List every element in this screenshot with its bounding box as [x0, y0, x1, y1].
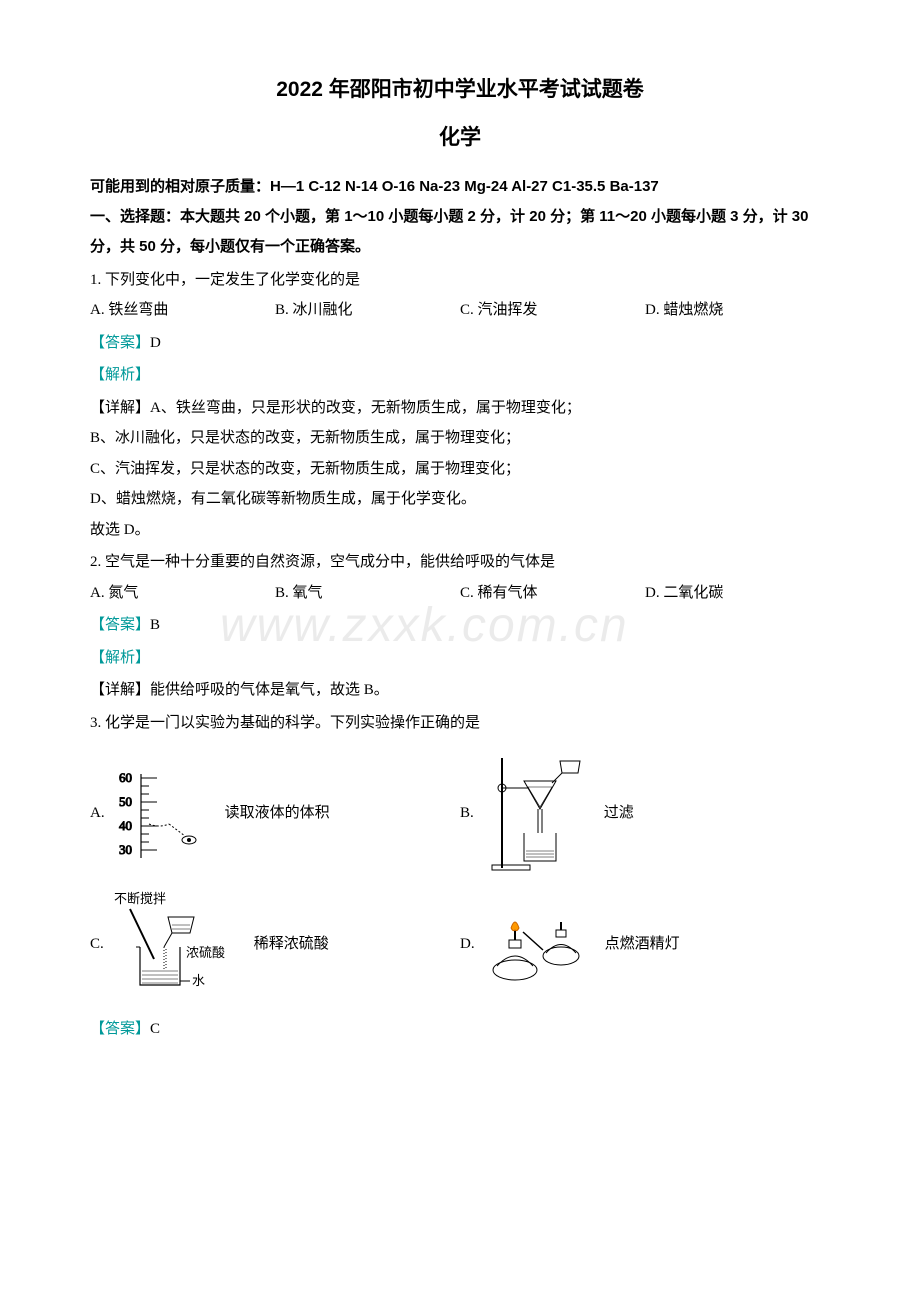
q2-answer-label: 【答案】: [90, 617, 150, 633]
q3-a-label: A.: [90, 799, 105, 828]
svg-text:30: 30: [119, 842, 132, 857]
q3-answer: 【答案】C: [90, 1015, 830, 1044]
q3-c-label: C.: [90, 930, 104, 959]
q3-answer-value: C: [150, 1021, 160, 1037]
q2-options: A. 氮气 B. 氧气 C. 稀有气体 D. 二氧化碳: [90, 579, 830, 608]
q3-answer-label: 【答案】: [90, 1021, 150, 1037]
svg-text:40: 40: [119, 818, 132, 833]
subject-title: 化学: [90, 118, 830, 158]
q1-detail: 【详解】A、铁丝弯曲，只是形状的改变，无新物质生成，属于物理变化；: [90, 394, 830, 423]
q3-b-caption: 过滤: [604, 799, 634, 828]
q1-detail-3: D、蜡烛燃烧，有二氧化碳等新物质生成，属于化学变化。: [90, 485, 830, 514]
q3-b-label: B.: [460, 799, 474, 828]
q3-row-1: A. 60 50 40 30: [90, 753, 830, 873]
q3-cell-b: B. 过滤: [460, 753, 830, 873]
q3-cell-a: A. 60 50 40 30: [90, 766, 460, 861]
main-title: 2022 年邵阳市初中学业水平考试试题卷: [90, 70, 830, 110]
atomic-mass-line: 可能用到的相对原子质量：H—1 C-12 N-14 O-16 Na-23 Mg-…: [90, 172, 830, 202]
q3-d-caption: 点燃酒精灯: [605, 930, 680, 959]
svg-text:浓硫酸: 浓硫酸: [186, 945, 225, 960]
svg-text:60: 60: [119, 770, 132, 785]
q1-options: A. 铁丝弯曲 B. 冰川融化 C. 汽油挥发 D. 蜡烛燃烧: [90, 296, 830, 325]
light-lamp-icon: [483, 902, 593, 987]
q2-detail-label: 【详解】: [90, 682, 150, 698]
q2-num: 2.: [90, 554, 101, 570]
q1-text: 下列变化中，一定发生了化学变化的是: [105, 272, 360, 288]
question-3: 3. 化学是一门以实验为基础的科学。下列实验操作正确的是: [90, 709, 830, 738]
q1-detail-2: C、汽油挥发，只是状态的改变，无新物质生成，属于物理变化；: [90, 455, 830, 484]
question-1: 1. 下列变化中，一定发生了化学变化的是: [90, 266, 830, 295]
cylinder-reading-icon: 60 50 40 30: [113, 766, 213, 861]
q3-num: 3.: [90, 715, 101, 731]
q3-a-caption: 读取液体的体积: [225, 799, 330, 828]
q1-detail-0: A、铁丝弯曲，只是形状的改变，无新物质生成，属于物理变化；: [150, 400, 581, 416]
q1-opt-a: A. 铁丝弯曲: [90, 296, 275, 325]
dilute-acid-icon: 不断搅拌 浓硫酸 水: [112, 889, 242, 999]
q1-detail-4: 故选 D。: [90, 516, 830, 545]
q2-analysis-label: 【解析】: [90, 644, 830, 673]
q3-d-label: D.: [460, 930, 475, 959]
q1-opt-b: B. 冰川融化: [275, 296, 460, 325]
q2-opt-c: C. 稀有气体: [460, 579, 645, 608]
q3-text: 化学是一门以实验为基础的科学。下列实验操作正确的是: [105, 715, 480, 731]
q1-answer-value: D: [150, 335, 161, 351]
question-2: 2. 空气是一种十分重要的自然资源，空气成分中，能供给呼吸的气体是: [90, 548, 830, 577]
q2-detail: 【详解】能供给呼吸的气体是氧气，故选 B。: [90, 676, 830, 705]
q2-opt-b: B. 氧气: [275, 579, 460, 608]
q2-text: 空气是一种十分重要的自然资源，空气成分中，能供给呼吸的气体是: [105, 554, 555, 570]
svg-text:不断搅拌: 不断搅拌: [114, 891, 166, 906]
q3-row-2: C. 不断搅拌 浓硫酸 水 稀释浓硫酸: [90, 889, 830, 999]
q2-opt-a: A. 氮气: [90, 579, 275, 608]
q1-num: 1.: [90, 272, 101, 288]
svg-text:50: 50: [119, 794, 132, 809]
q1-opt-d: D. 蜡烛燃烧: [645, 296, 830, 325]
q1-opt-c: C. 汽油挥发: [460, 296, 645, 325]
q3-a-figure: 60 50 40 30: [113, 766, 213, 861]
q3-cell-c: C. 不断搅拌 浓硫酸 水 稀释浓硫酸: [90, 889, 460, 999]
q1-answer-label: 【答案】: [90, 335, 150, 351]
q1-detail-label: 【详解】: [90, 400, 150, 416]
q3-d-figure: [483, 902, 593, 987]
q2-answer: 【答案】B: [90, 611, 830, 640]
section-instruction: 一、选择题：本大题共 20 个小题，第 1～10 小题每小题 2 分，计 20 …: [90, 202, 830, 262]
q1-analysis-label: 【解析】: [90, 361, 830, 390]
q2-answer-value: B: [150, 617, 160, 633]
q1-detail-1: B、冰川融化，只是状态的改变，无新物质生成，属于物理变化；: [90, 424, 830, 453]
q1-answer: 【答案】D: [90, 329, 830, 358]
filtration-icon: [482, 753, 592, 873]
svg-text:水: 水: [192, 973, 205, 988]
q3-c-figure: 不断搅拌 浓硫酸 水: [112, 889, 242, 999]
q2-detail-0: 能供给呼吸的气体是氧气，故选 B。: [150, 682, 389, 698]
q3-b-figure: [482, 753, 592, 873]
q3-c-caption: 稀释浓硫酸: [254, 930, 329, 959]
q2-opt-d: D. 二氧化碳: [645, 579, 830, 608]
q3-cell-d: D. 点燃酒精灯: [460, 902, 830, 987]
